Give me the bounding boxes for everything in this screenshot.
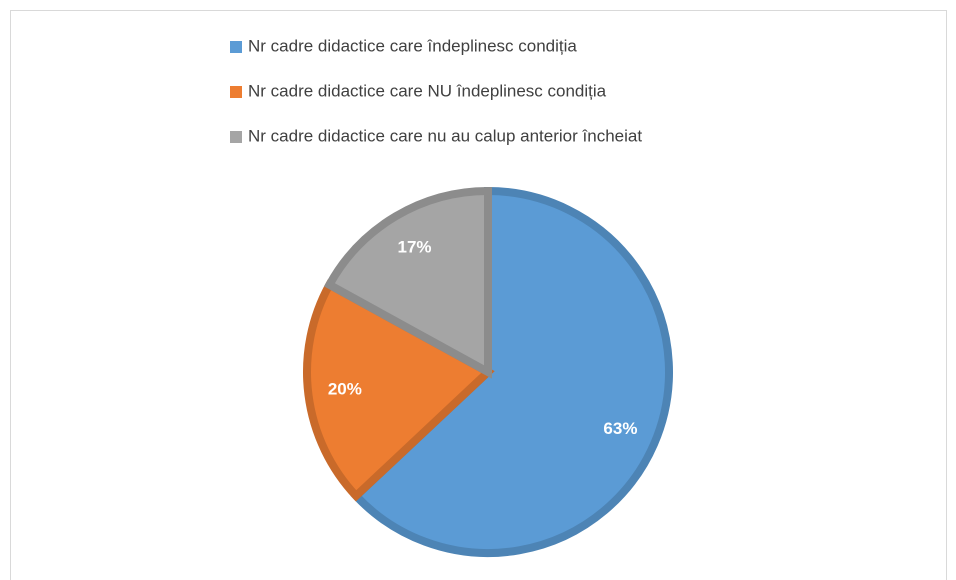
- legend-swatch: [230, 86, 242, 98]
- data-label: 20%: [328, 380, 362, 399]
- legend-swatch: [230, 131, 242, 143]
- legend-label: Nr cadre didactice care NU îndeplinesc c…: [248, 81, 607, 100]
- pie-slice: [303, 279, 495, 502]
- data-label: 63%: [603, 419, 637, 438]
- pie-slice: [350, 186, 673, 557]
- legend-label: Nr cadre didactice care nu au calup ante…: [248, 126, 642, 145]
- legend-swatch: [230, 41, 242, 53]
- legend-label: Nr cadre didactice care îndeplinesc cond…: [248, 36, 577, 55]
- pie-slice: [323, 186, 492, 379]
- data-label: 17%: [398, 237, 432, 256]
- chart-frame: [10, 10, 947, 580]
